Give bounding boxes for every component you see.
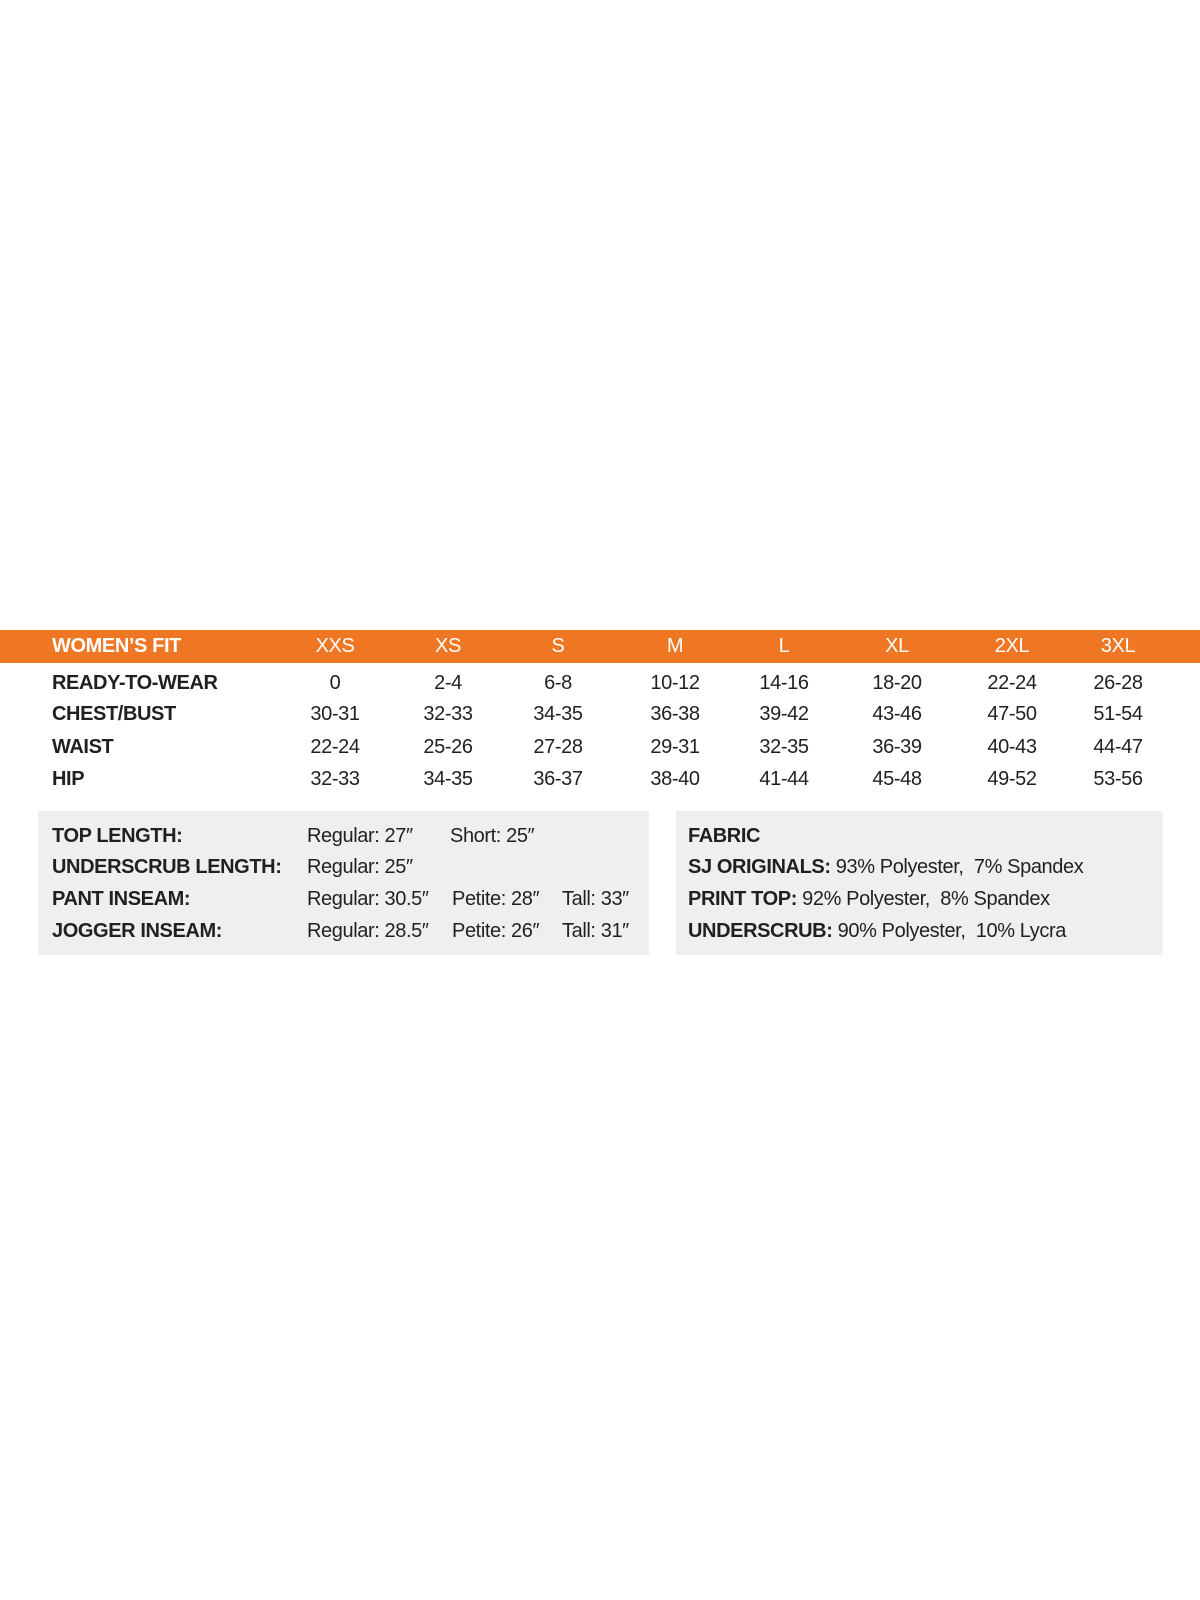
size-value: 34-35 [533, 703, 583, 725]
row-label: HIP [52, 768, 85, 790]
fabric-item: SJ ORIGINALS: 93% Polyester, 7% Spandex [688, 855, 1084, 879]
size-value: 45-48 [872, 768, 922, 790]
size-value: 29-31 [650, 736, 700, 758]
length-value: Petite: 28″ [452, 888, 540, 910]
size-value: 36-37 [533, 768, 583, 790]
size-value: 2-4 [434, 672, 462, 694]
size-header: XL [885, 635, 909, 657]
length-value: Petite: 26″ [452, 920, 540, 942]
size-value: 18-20 [872, 672, 922, 694]
fabric-panel [676, 811, 1163, 955]
size-value: 14-16 [759, 672, 809, 694]
size-header: S [551, 635, 565, 657]
size-header: 2XL [994, 635, 1030, 657]
size-value: 32-35 [759, 736, 809, 758]
header-bar [0, 630, 1200, 663]
fabric-item: PRINT TOP: 92% Polyester, 8% Spandex [688, 887, 1050, 911]
length-value: Regular: 30.5″ [307, 888, 429, 910]
size-value: 38-40 [650, 768, 700, 790]
fabric-item: UNDERSCRUB: 90% Polyester, 10% Lycra [688, 919, 1066, 943]
length-label: UNDERSCRUB LENGTH: [52, 856, 282, 878]
fabric-label: SJ ORIGINALS: [688, 856, 831, 878]
size-value: 26-28 [1093, 672, 1143, 694]
size-value: 39-42 [759, 703, 809, 725]
size-header: 3XL [1100, 635, 1136, 657]
size-header: M [666, 635, 684, 657]
size-value: 41-44 [759, 768, 809, 790]
size-header: XS [435, 635, 461, 657]
size-header: XXS [315, 635, 355, 657]
size-value: 22-24 [310, 736, 360, 758]
size-value: 51-54 [1093, 703, 1143, 725]
size-value: 40-43 [987, 736, 1037, 758]
length-label: TOP LENGTH: [52, 825, 183, 847]
fabric-value: 93% Polyester, 7% Spandex [835, 856, 1084, 878]
size-value: 32-33 [423, 703, 473, 725]
fabric-label: UNDERSCRUB: [688, 920, 833, 942]
row-label: CHEST/BUST [52, 703, 176, 725]
size-value: 43-46 [872, 703, 922, 725]
size-value: 27-28 [533, 736, 583, 758]
fabric-value: 90% Polyester, 10% Lycra [837, 920, 1067, 942]
length-label: JOGGER INSEAM: [52, 920, 222, 942]
size-value: 10-12 [650, 672, 700, 694]
size-value: 36-39 [872, 736, 922, 758]
fabric-value: 92% Polyester, 8% Spandex [802, 888, 1050, 910]
row-label: WAIST [52, 736, 114, 758]
size-value: 0 [329, 672, 341, 694]
length-value: Regular: 25″ [307, 856, 413, 878]
length-value: Tall: 31″ [562, 920, 629, 942]
size-value: 32-33 [310, 768, 360, 790]
size-value: 36-38 [650, 703, 700, 725]
size-value: 34-35 [423, 768, 473, 790]
length-value: Regular: 28.5″ [307, 920, 429, 942]
size-value: 22-24 [987, 672, 1037, 694]
row-label: READY-TO-WEAR [52, 672, 218, 694]
length-value: Short: 25″ [450, 825, 535, 847]
length-value: Tall: 33″ [562, 888, 629, 910]
length-label: PANT INSEAM: [52, 888, 191, 910]
size-header: L [778, 635, 790, 657]
size-value: 6-8 [544, 672, 572, 694]
size-value: 25-26 [423, 736, 473, 758]
size-value: 30-31 [310, 703, 360, 725]
header-title: WOMEN’S FIT [52, 635, 181, 657]
lengths-panel [38, 811, 649, 955]
size-value: 49-52 [987, 768, 1037, 790]
fabric-label: PRINT TOP: [688, 888, 797, 910]
size-value: 44-47 [1093, 736, 1143, 758]
size-value: 47-50 [987, 703, 1037, 725]
size-value: 53-56 [1093, 768, 1143, 790]
length-value: Regular: 27″ [307, 825, 413, 847]
fabric-title: FABRIC [688, 825, 761, 847]
